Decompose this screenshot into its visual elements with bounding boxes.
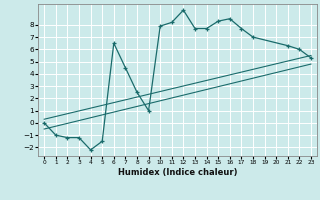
X-axis label: Humidex (Indice chaleur): Humidex (Indice chaleur) xyxy=(118,168,237,177)
